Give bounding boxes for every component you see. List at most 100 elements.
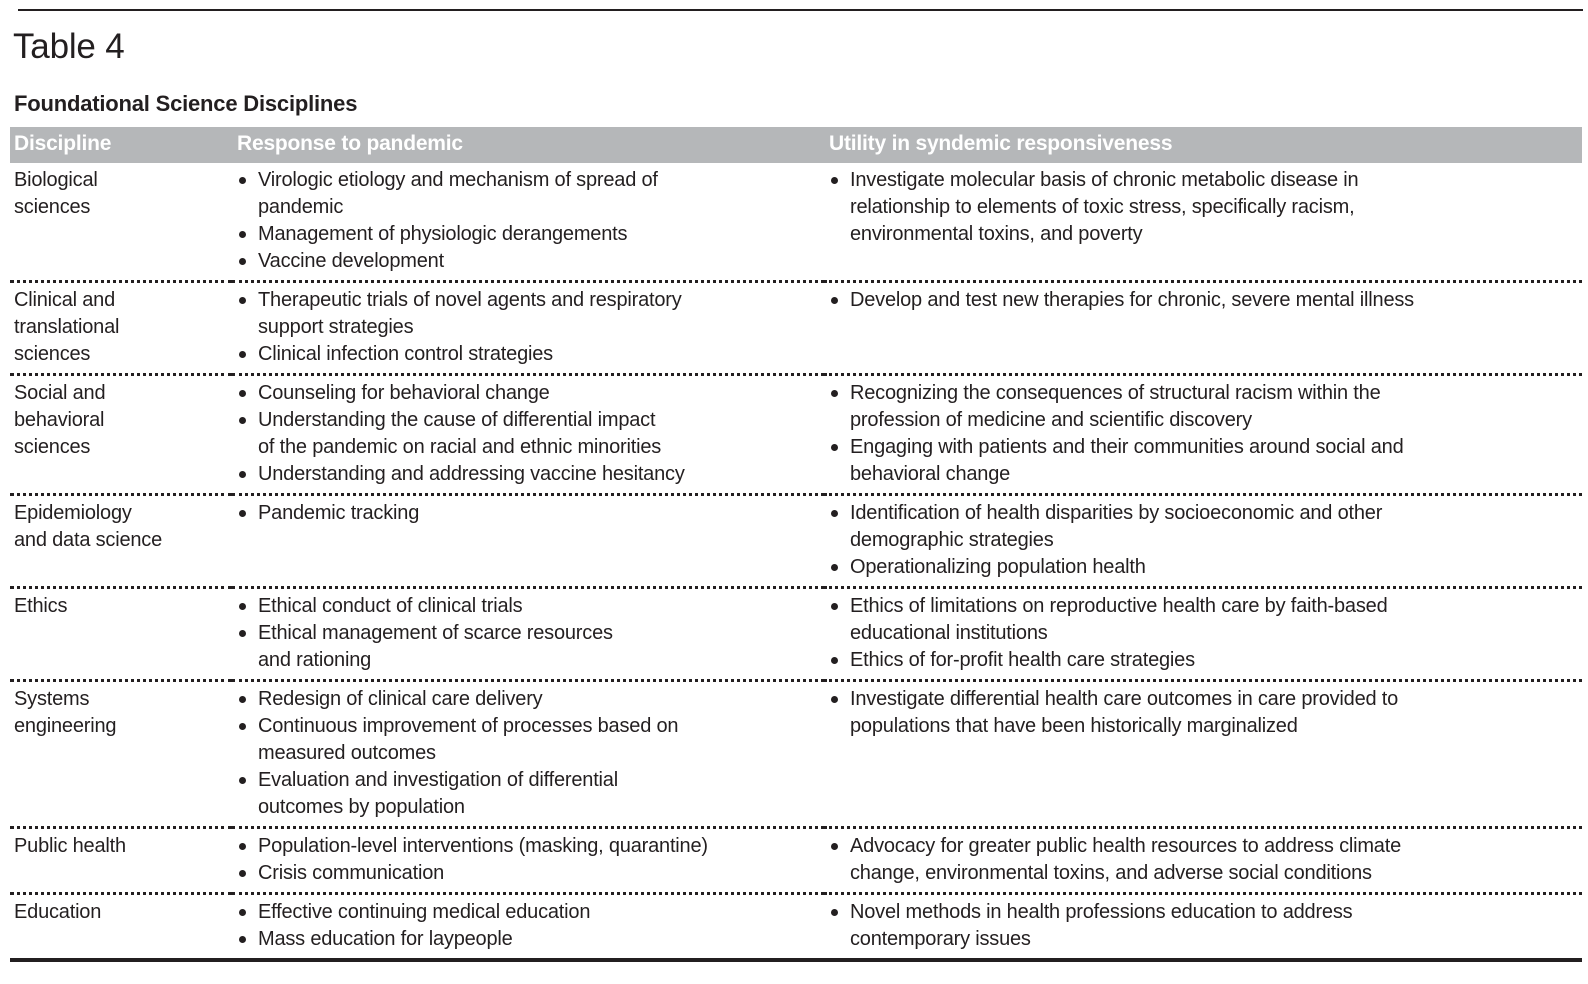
column-header-discipline: Discipline xyxy=(10,127,232,163)
response-cell: Population-level interventions (masking,… xyxy=(232,826,824,894)
bullet-text: Redesign of clinical care delivery xyxy=(258,688,543,710)
bullet-item: Ethics of limitations on reproductive he… xyxy=(829,593,1576,647)
bullet-icon xyxy=(239,630,246,637)
bullet-list: Investigate molecular basis of chronic m… xyxy=(829,167,1576,248)
response-cell: Therapeutic trials of novel agents and r… xyxy=(232,280,824,375)
bullet-icon xyxy=(831,444,838,451)
bullet-icon xyxy=(239,510,246,517)
bullet-text: Effective continuing medical education xyxy=(258,901,591,923)
bullet-item: Evaluation and investigation of differen… xyxy=(237,767,818,821)
bullet-icon xyxy=(831,564,838,571)
bullet-text: Understanding and addressing vaccine hes… xyxy=(258,463,685,485)
column-header-response: Response to pandemic xyxy=(232,127,824,163)
utility-cell: Develop and test new therapies for chron… xyxy=(824,280,1582,375)
bullet-item: Identification of health disparities by … xyxy=(829,500,1576,554)
response-cell: Pandemic tracking xyxy=(232,493,824,588)
bullet-text: Population-level interventions (masking,… xyxy=(258,835,708,857)
bullet-item: Effective continuing medical education xyxy=(237,899,818,926)
bullet-text: Investigate differential health care out… xyxy=(850,688,1399,737)
bullet-item: Novel methods in health professions educ… xyxy=(829,899,1576,953)
utility-cell: Identification of health disparities by … xyxy=(824,493,1582,588)
bullet-item: Pandemic tracking xyxy=(237,500,818,527)
disciplines-table: Discipline Response to pandemic Utility … xyxy=(10,127,1582,962)
bullet-item: Ethics of for-profit health care strateg… xyxy=(829,647,1576,674)
bullet-item: Counseling for behavioral change xyxy=(237,380,818,407)
table-row: Epidemiology and data science Pandemic tr… xyxy=(10,493,1582,588)
bullet-item: Understanding the cause of differential … xyxy=(237,407,818,461)
table-row: Clinical and translational sciences Thera… xyxy=(10,280,1582,375)
utility-cell: Recognizing the consequences of structur… xyxy=(824,373,1582,495)
bullet-text: Mass education for laypeople xyxy=(258,928,513,950)
bullet-icon xyxy=(831,657,838,664)
discipline-cell: Clinical and translational sciences xyxy=(10,280,232,375)
bullet-icon xyxy=(831,696,838,703)
bullet-list: Ethical conduct of clinical trials Ethica… xyxy=(237,593,818,674)
table-row: Social and behavioral sciences Counseling… xyxy=(10,373,1582,495)
bullet-icon xyxy=(831,177,838,184)
bullet-text: Investigate molecular basis of chronic m… xyxy=(850,169,1359,245)
bullet-list: Advocacy for greater public health resou… xyxy=(829,833,1576,887)
bullet-item: Engaging with patients and their communi… xyxy=(829,434,1576,488)
response-cell: Redesign of clinical care delivery Contin… xyxy=(232,679,824,828)
table-row: Systems engineering Redesign of clinical … xyxy=(10,679,1582,828)
bullet-icon xyxy=(239,696,246,703)
bullet-text: Counseling for behavioral change xyxy=(258,382,550,404)
bullet-icon xyxy=(239,351,246,358)
bullet-list: Ethics of limitations on reproductive he… xyxy=(829,593,1576,674)
bullet-icon xyxy=(239,297,246,304)
bullet-icon xyxy=(831,909,838,916)
bullet-item: Understanding and addressing vaccine hes… xyxy=(237,461,818,488)
bullet-icon xyxy=(239,909,246,916)
table-row: Biological sciences Virologic etiology an… xyxy=(10,163,1582,282)
paper-page: Table 4 Foundational Science Disciplines… xyxy=(0,9,1588,984)
response-cell: Effective continuing medical education Ma… xyxy=(232,892,824,960)
bullet-icon xyxy=(239,471,246,478)
bullet-text: Ethics of for-profit health care strateg… xyxy=(850,649,1195,671)
discipline-cell: Ethics xyxy=(10,586,232,681)
bullet-text: Pandemic tracking xyxy=(258,502,420,524)
bullet-list: Recognizing the consequences of structur… xyxy=(829,380,1576,488)
bullet-icon xyxy=(831,603,838,610)
table-row: Public health Population-level interventi… xyxy=(10,826,1582,894)
bullet-item: Clinical infection control strategies xyxy=(237,341,818,368)
column-header-utility: Utility in syndemic responsiveness xyxy=(824,127,1582,163)
table-row: Education Effective continuing medical ed… xyxy=(10,892,1582,960)
bullet-list: Redesign of clinical care delivery Contin… xyxy=(237,686,818,821)
bullet-item: Mass education for laypeople xyxy=(237,926,818,953)
bullet-list: Identification of health disparities by … xyxy=(829,500,1576,581)
bullet-item: Investigate molecular basis of chronic m… xyxy=(829,167,1576,248)
bullet-icon xyxy=(831,390,838,397)
response-cell: Ethical conduct of clinical trials Ethica… xyxy=(232,586,824,681)
bullet-text: Ethical conduct of clinical trials xyxy=(258,595,523,617)
bullet-text: Continuous improvement of processes base… xyxy=(258,715,679,764)
bullet-text: Operationalizing population health xyxy=(850,556,1146,578)
discipline-cell: Epidemiology and data science xyxy=(10,493,232,588)
bullet-item: Operationalizing population health xyxy=(829,554,1576,581)
table-row: Ethics Ethical conduct of clinical trials… xyxy=(10,586,1582,681)
bullet-list: Therapeutic trials of novel agents and r… xyxy=(237,287,818,368)
bullet-item: Ethical conduct of clinical trials xyxy=(237,593,818,620)
bullet-text: Evaluation and investigation of differen… xyxy=(258,769,618,818)
table-body: Biological sciences Virologic etiology an… xyxy=(10,163,1582,960)
bullet-text: Ethics of limitations on reproductive he… xyxy=(850,595,1388,644)
bullet-text: Develop and test new therapies for chron… xyxy=(850,289,1414,311)
response-cell: Virologic etiology and mechanism of spre… xyxy=(232,163,824,282)
discipline-cell: Education xyxy=(10,892,232,960)
discipline-cell: Biological sciences xyxy=(14,169,98,218)
table-header-row: Discipline Response to pandemic Utility … xyxy=(10,127,1582,163)
utility-cell: Investigate differential health care out… xyxy=(824,679,1582,828)
bullet-icon xyxy=(239,843,246,850)
bullet-text: Clinical infection control strategies xyxy=(258,343,553,365)
bullet-item: Redesign of clinical care delivery xyxy=(237,686,818,713)
bullet-list: Effective continuing medical education Ma… xyxy=(237,899,818,953)
bullet-item: Therapeutic trials of novel agents and r… xyxy=(237,287,818,341)
bullet-item: Virologic etiology and mechanism of spre… xyxy=(237,167,818,221)
bullet-list: Pandemic tracking xyxy=(237,500,818,527)
bullet-text: Advocacy for greater public health resou… xyxy=(850,835,1402,884)
bullet-text: Vaccine development xyxy=(258,250,444,272)
bullet-icon xyxy=(239,390,246,397)
bullet-list: Develop and test new therapies for chron… xyxy=(829,287,1576,314)
bullet-list: Counseling for behavioral change Understa… xyxy=(237,380,818,488)
bullet-text: Identification of health disparities by … xyxy=(850,502,1383,551)
bullet-icon xyxy=(239,177,246,184)
